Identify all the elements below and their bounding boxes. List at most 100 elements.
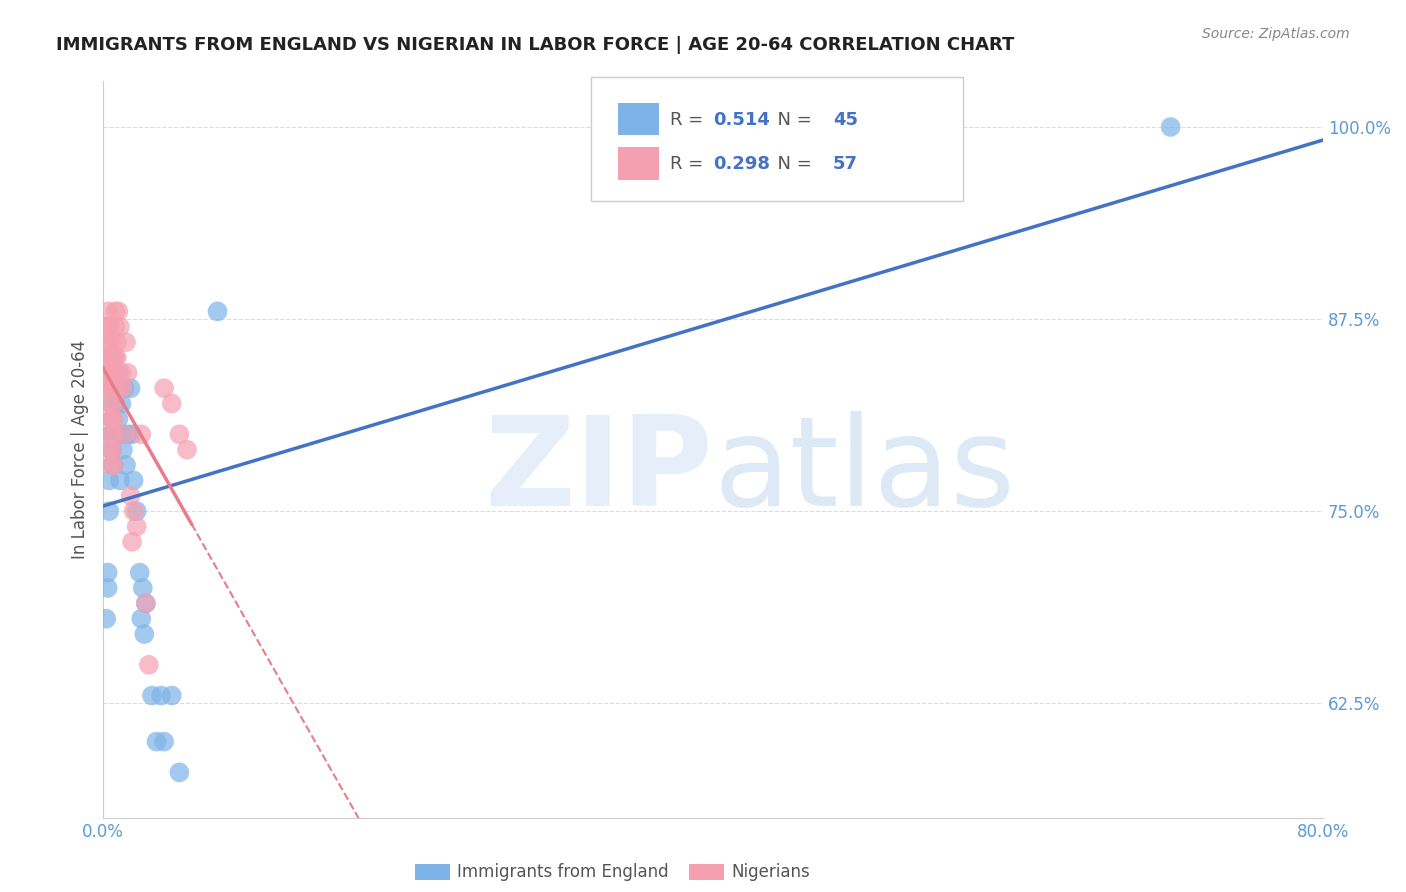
Point (114, 381, 136, 395)
Point (100, 381, 122, 395)
Point (117, 366, 139, 380)
FancyBboxPatch shape (619, 147, 659, 179)
Point (100, 427, 122, 442)
Point (122, 474, 145, 488)
Point (104, 304, 127, 318)
Point (107, 412, 129, 426)
Point (138, 657, 160, 672)
Point (96, 612, 118, 626)
Point (105, 335, 128, 350)
Point (176, 442, 198, 457)
Point (121, 427, 143, 442)
Point (101, 412, 124, 426)
Point (145, 734, 167, 748)
Point (104, 366, 127, 380)
Point (107, 304, 129, 318)
Point (100, 412, 122, 426)
Point (132, 581, 155, 595)
Point (96, 351, 118, 365)
Point (97, 566, 120, 580)
Text: 0.514: 0.514 (713, 111, 770, 129)
Point (117, 427, 139, 442)
Point (100, 442, 122, 457)
Point (104, 351, 127, 365)
Point (103, 427, 125, 442)
FancyBboxPatch shape (591, 78, 963, 201)
Point (101, 381, 124, 395)
Point (98, 335, 121, 350)
Point (104, 427, 127, 442)
Point (207, 304, 229, 318)
Point (100, 351, 122, 365)
Point (100, 366, 122, 380)
Point (101, 351, 124, 365)
Point (100, 396, 122, 410)
Point (128, 566, 150, 580)
Point (135, 596, 157, 610)
Point (141, 689, 163, 703)
Point (103, 381, 125, 395)
Point (98, 366, 121, 380)
Point (110, 427, 132, 442)
Point (121, 534, 143, 549)
Point (111, 442, 134, 457)
Point (107, 381, 129, 395)
Point (105, 351, 128, 365)
FancyBboxPatch shape (619, 103, 659, 136)
Text: 45: 45 (832, 111, 858, 129)
Point (101, 458, 124, 472)
Point (103, 366, 125, 380)
Point (103, 396, 125, 410)
Point (101, 412, 124, 426)
Y-axis label: In Labor Force | Age 20-64: In Labor Force | Age 20-64 (72, 340, 89, 559)
Point (103, 458, 125, 472)
Point (160, 689, 183, 703)
Point (103, 381, 125, 395)
Point (150, 689, 173, 703)
Text: IMMIGRANTS FROM ENGLAND VS NIGERIAN IN LABOR FORCE | AGE 20-64 CORRELATION CHART: IMMIGRANTS FROM ENGLAND VS NIGERIAN IN L… (56, 36, 1015, 54)
Point (169, 765, 191, 780)
Point (120, 381, 142, 395)
Point (98, 381, 121, 395)
Point (125, 504, 148, 518)
Point (100, 396, 122, 410)
Point (101, 366, 124, 380)
Point (101, 442, 124, 457)
Text: Nigerians: Nigerians (731, 863, 810, 881)
Text: 0.298: 0.298 (713, 155, 770, 173)
Point (97, 581, 120, 595)
Point (97, 335, 120, 350)
Point (153, 734, 176, 748)
Point (108, 319, 131, 334)
Point (97, 319, 120, 334)
Point (134, 627, 156, 641)
Point (104, 381, 127, 395)
Point (97, 366, 120, 380)
Point (103, 427, 125, 442)
Point (153, 381, 176, 395)
Point (160, 396, 183, 410)
Text: R =: R = (671, 155, 710, 173)
Point (169, 427, 191, 442)
Point (107, 366, 129, 380)
Point (103, 458, 125, 472)
Point (100, 427, 122, 442)
Point (103, 351, 125, 365)
Point (104, 319, 127, 334)
Point (101, 381, 124, 395)
Point (101, 442, 124, 457)
Text: atlas: atlas (713, 411, 1015, 533)
Point (96, 319, 118, 334)
Point (1160, 120, 1182, 134)
Point (100, 442, 122, 457)
Point (103, 412, 125, 426)
Text: N =: N = (766, 111, 817, 129)
Point (110, 366, 132, 380)
Point (98, 504, 121, 518)
Point (104, 396, 127, 410)
Point (115, 335, 138, 350)
Point (122, 504, 145, 518)
Point (114, 427, 136, 442)
Text: Source: ZipAtlas.com: Source: ZipAtlas.com (1202, 27, 1350, 41)
Point (105, 381, 128, 395)
